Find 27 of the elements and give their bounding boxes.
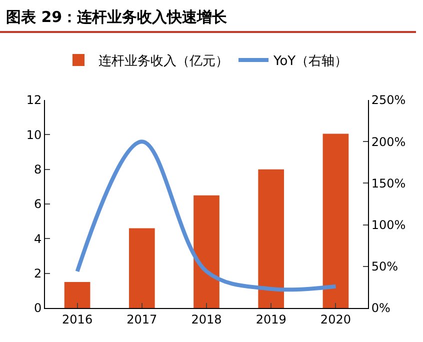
y-tick-label: 4 [34,232,42,246]
legend-label: YoY（右轴） [272,54,348,70]
bar [258,169,284,308]
y-tick-label: 2 [34,266,42,281]
y-tick-label: 12 [26,93,42,108]
y2-tick-label: 100% [371,218,406,232]
y-tick-label: 6 [34,197,42,212]
line-series [75,140,338,292]
y2-tick-label: 250% [371,93,406,108]
x-tick-label: 2017 [126,312,158,326]
legend-label: 连杆业务收入（亿元） [98,54,228,70]
bar [322,134,349,308]
bar [194,195,220,308]
y-tick-label: 0 [34,301,42,316]
chart-title: 图表 29：连杆业务收入快速增长 [0,0,416,33]
x-tick-label: 2016 [62,312,93,326]
x-tick-label: 2019 [256,312,286,326]
y-tick-label: 8 [34,162,42,177]
y-tick-label: 10 [26,128,42,142]
y2-tick-label: 50% [371,260,398,274]
y2-tick-label: 200% [371,134,406,149]
y2-tick-label: 150% [371,176,406,190]
bar [64,282,90,308]
x-tick-label: 2020 [320,312,351,326]
y2-tick-label: 0% [371,301,390,316]
bar [128,228,155,308]
x-tick-label: 2018 [191,312,222,326]
